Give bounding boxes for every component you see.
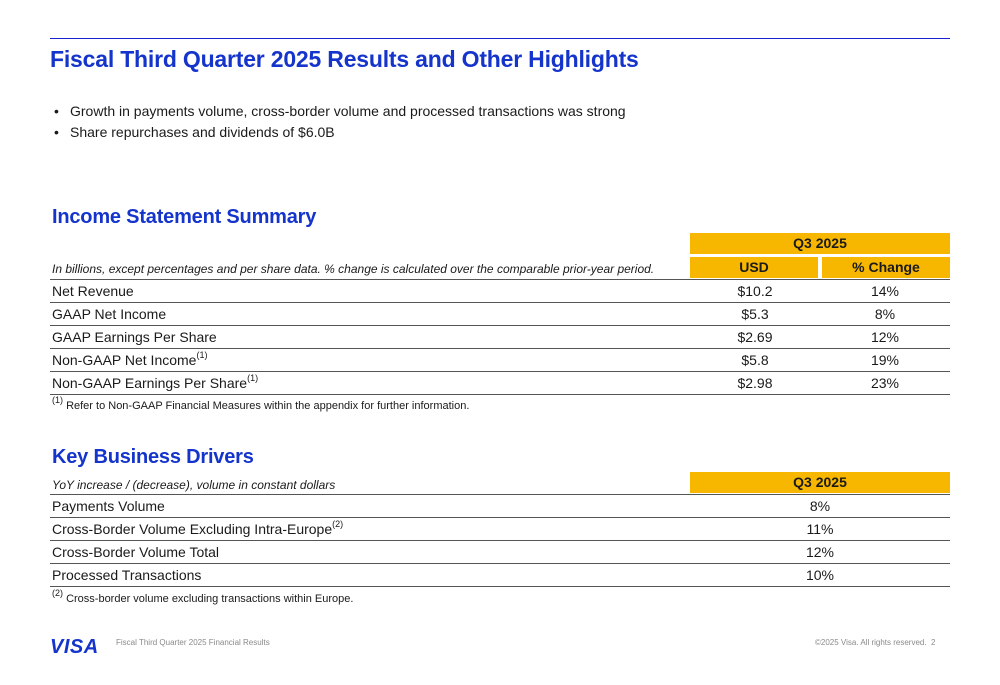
footnote-ref: (2) — [332, 519, 344, 530]
table-row: Cross-Border Volume Total 12% — [50, 541, 950, 564]
list-item: • Share repurchases and dividends of $6.0… — [52, 122, 626, 143]
value-cell: 12% — [805, 544, 835, 560]
footer-copyright: ©2025 Visa. All rights reserved. — [815, 638, 927, 647]
drivers-table: Payments Volume 8% Cross-Border Volume E… — [50, 494, 950, 587]
table-row: GAAP Earnings Per Share $2.69 12% — [50, 326, 950, 349]
table-row: Payments Volume 8% — [50, 495, 950, 518]
income-section-title: Income Statement Summary — [52, 206, 317, 228]
row-label: GAAP Earnings Per Share — [52, 329, 217, 345]
usd-cell: $5.8 — [741, 352, 769, 368]
usd-cell: $2.98 — [737, 375, 773, 391]
income-change-header: % Change — [822, 257, 950, 278]
usd-cell: $5.3 — [741, 306, 769, 322]
highlight-text: Share repurchases and dividends of $6.0B — [70, 124, 335, 140]
change-cell: 12% — [870, 329, 900, 345]
income-table: Net Revenue $10.2 14% GAAP Net Income $5… — [50, 279, 950, 395]
row-label: Cross-Border Volume Total — [52, 544, 220, 560]
income-period-header: Q3 2025 — [690, 233, 950, 254]
footer-caption: Fiscal Third Quarter 2025 Financial Resu… — [116, 638, 270, 647]
row-label: Net Revenue — [52, 283, 134, 299]
bullet-icon: • — [54, 124, 59, 140]
footnote-ref: (1) — [196, 350, 208, 361]
change-cell: 19% — [870, 352, 900, 368]
row-label: Processed Transactions — [52, 567, 202, 583]
page-title: Fiscal Third Quarter 2025 Results and Ot… — [50, 46, 639, 72]
title-rule — [50, 38, 950, 39]
row-label: GAAP Net Income — [52, 306, 167, 322]
table-row: Non-GAAP Net Income(1) $5.8 19% — [50, 349, 950, 372]
row-label: Non-GAAP Net Income(1) — [52, 350, 208, 368]
bullet-icon: • — [54, 103, 59, 119]
footnote-mark: (2) — [52, 588, 63, 599]
table-row: GAAP Net Income $5.3 8% — [50, 303, 950, 326]
drivers-period-header: Q3 2025 — [690, 472, 950, 493]
change-cell: 14% — [870, 283, 900, 299]
table-row: Processed Transactions 10% — [50, 564, 950, 587]
table-row: Cross-Border Volume Excluding Intra-Euro… — [50, 518, 950, 541]
row-label: Cross-Border Volume Excluding Intra-Euro… — [52, 519, 344, 537]
table-row: Net Revenue $10.2 14% — [50, 280, 950, 303]
list-item: • Growth in payments volume, cross-border… — [52, 101, 626, 122]
income-note: In billions, except percentages and per … — [52, 262, 655, 276]
value-cell: 8% — [809, 498, 831, 514]
table-row: Non-GAAP Earnings Per Share(1) $2.98 23% — [50, 372, 950, 395]
highlights-list: • Growth in payments volume, cross-border… — [52, 101, 626, 143]
row-label: Non-GAAP Earnings Per Share(1) — [52, 373, 259, 391]
footnote-mark: (1) — [52, 395, 63, 406]
income-footnote: (1) Refer to Non-GAAP Financial Measures… — [52, 395, 470, 412]
drivers-footnote: (2) Cross-border volume excluding transa… — [52, 588, 354, 605]
change-cell: 8% — [874, 306, 896, 322]
visa-logo: VISA — [50, 636, 99, 658]
footnote-ref: (1) — [247, 373, 259, 384]
drivers-note: YoY increase / (decrease), volume in con… — [52, 478, 336, 492]
value-cell: 11% — [806, 521, 834, 537]
highlight-text: Growth in payments volume, cross-border … — [70, 103, 626, 119]
income-usd-header: USD — [690, 257, 818, 278]
value-cell: 10% — [805, 567, 835, 583]
usd-cell: $10.2 — [737, 283, 773, 299]
row-label: Payments Volume — [52, 498, 165, 514]
change-cell: 23% — [870, 375, 900, 391]
usd-cell: $2.69 — [737, 329, 773, 345]
page-number: 2 — [931, 638, 936, 647]
drivers-section-title: Key Business Drivers — [52, 446, 254, 468]
